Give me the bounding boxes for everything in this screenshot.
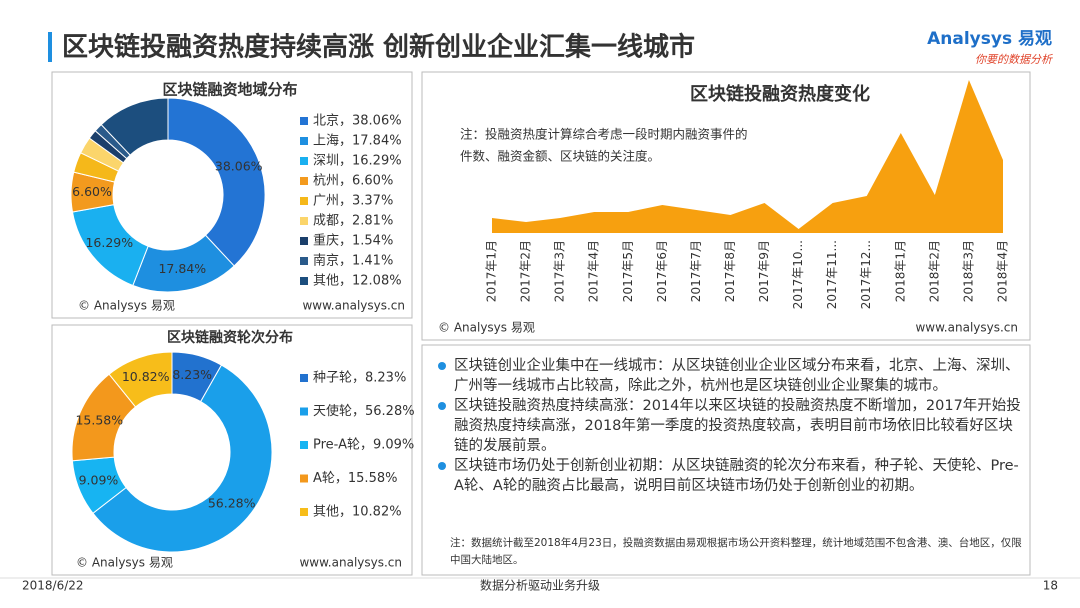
legend-swatch: [300, 277, 308, 285]
source-url: www.analysys.cn: [299, 556, 402, 570]
legend-swatch: [300, 474, 308, 483]
slice-label: 6.60%: [72, 184, 112, 199]
x-tick-label: 2017年7月: [689, 240, 703, 302]
footer-date: 2018/6/22: [22, 579, 84, 593]
x-tick-label: 2017年5月: [621, 240, 635, 302]
logo-slogan: 你要的数据分析: [975, 53, 1054, 66]
legend-label: 上海，17.84%: [313, 134, 402, 149]
x-tick-label: 2017年9月: [757, 240, 771, 302]
legend-swatch: [300, 217, 308, 225]
panel: [51, 324, 413, 576]
legend-label: 北京，38.06%: [313, 114, 402, 129]
slice-label: 9.09%: [79, 472, 119, 487]
bullet: 区块链创业企业集中在一线城市：从区块链创业企业区域分布来看，北京、上海、深圳、广…: [436, 356, 1026, 396]
donut-slice: [92, 364, 273, 553]
x-tick-label: 2017年10...: [791, 240, 805, 309]
x-tick-label: 2017年6月: [655, 240, 669, 302]
legend-swatch: [300, 137, 308, 145]
slide-title: 区块链投融资热度持续高涨 创新创业企业汇集一线城市: [62, 32, 695, 63]
x-tick-label: 2017年3月: [553, 240, 567, 302]
slice-label: 8.23%: [172, 367, 212, 382]
x-tick-label: 2018年3月: [961, 240, 975, 302]
legend-label: 成都，2.81%: [313, 214, 393, 229]
panel: [421, 344, 1031, 576]
x-tick-label: 2018年1月: [893, 240, 907, 302]
legend-label: Pre-A轮，9.09%: [313, 438, 414, 453]
footer-slogan: 数据分析驱动业务升级: [480, 578, 600, 593]
x-tick-label: 2017年1月: [485, 240, 499, 302]
x-tick-label: 2017年2月: [519, 240, 533, 302]
legend-label: 天使轮，56.28%: [313, 403, 415, 419]
area: [492, 80, 1003, 233]
slice-label: 10.82%: [122, 369, 170, 384]
chart-note: 件数、融资金额、区块链的关注度。: [460, 149, 660, 164]
bullet: 区块链投融资热度持续高涨：2014年以来区块链的投融资热度不断增加，2017年开…: [436, 396, 1026, 456]
legend-swatch: [300, 157, 308, 165]
source-url: www.analysys.cn: [302, 299, 405, 313]
chart-title: 区块链融资轮次分布: [167, 329, 293, 346]
chart-title: 区块链融资地域分布: [162, 81, 297, 99]
legend-label: 重庆，1.54%: [313, 233, 393, 249]
legend-swatch: [300, 508, 308, 516]
legend-swatch: [300, 197, 308, 205]
donut-slice: [108, 351, 173, 408]
x-tick-label: 2017年4月: [587, 240, 601, 302]
legend-swatch: [300, 257, 308, 265]
x-tick-label: 2017年8月: [723, 240, 737, 302]
legend-label: 其他，10.82%: [313, 505, 402, 520]
bullet-list: 区块链创业企业集中在一线城市：从区块链创业企业区域分布来看，北京、上海、深圳、广…: [436, 356, 1026, 496]
slice-label: 15.58%: [75, 413, 123, 428]
slice-label: 17.84%: [158, 261, 206, 276]
legend-label: 南京，1.41%: [313, 253, 393, 269]
slice-label: 56.28%: [208, 495, 256, 510]
panel: [51, 71, 413, 319]
source: © Analysys 易观: [76, 556, 173, 570]
legend-label: 其他，12.08%: [313, 274, 402, 289]
page-number: 18: [1043, 579, 1058, 593]
legend-label: 广州，3.37%: [313, 194, 393, 209]
legend-swatch: [300, 117, 308, 125]
slice-label: 16.29%: [85, 235, 133, 250]
legend-swatch: [300, 177, 308, 185]
panel: [421, 71, 1031, 341]
logo-brand: Analysys 易观: [927, 29, 1052, 49]
x-tick-label: 2018年4月: [996, 240, 1010, 302]
donut-slice: [100, 97, 169, 156]
x-tick-label: 2018年2月: [927, 240, 941, 302]
legend-label: 杭州，6.60%: [313, 174, 393, 189]
legend-swatch: [300, 374, 308, 382]
source: © Analysys 易观: [78, 299, 175, 313]
legend-label: 种子轮，8.23%: [313, 371, 406, 386]
source-url: www.analysys.cn: [915, 321, 1018, 335]
legend-swatch: [300, 441, 308, 449]
source: © Analysys 易观: [438, 321, 535, 335]
title-accent: [48, 32, 52, 62]
x-tick-label: 2017年11...: [825, 240, 839, 309]
legend-label: 深圳，16.29%: [313, 154, 402, 169]
legend-swatch: [300, 237, 308, 245]
chart-note: 注：投融资热度计算综合考虑一段时期内融资事件的: [460, 127, 748, 142]
x-tick-label: 2017年12...: [859, 240, 873, 309]
legend-label: A轮，15.58%: [313, 471, 397, 486]
legend-swatch: [300, 407, 308, 416]
slice-label: 38.06%: [215, 159, 263, 174]
donut-slice: [167, 97, 266, 267]
chart-title: 区块链投融资热度变化: [690, 83, 870, 105]
footnote: 注：数据统计截至2018年4月23日，投融资数据由易观根据市场公开资料整理，统计…: [450, 537, 1022, 566]
bullet: 区块链市场仍处于创新创业初期：从区块链融资的轮次分布来看，种子轮、天使轮、Pre…: [436, 456, 1026, 496]
